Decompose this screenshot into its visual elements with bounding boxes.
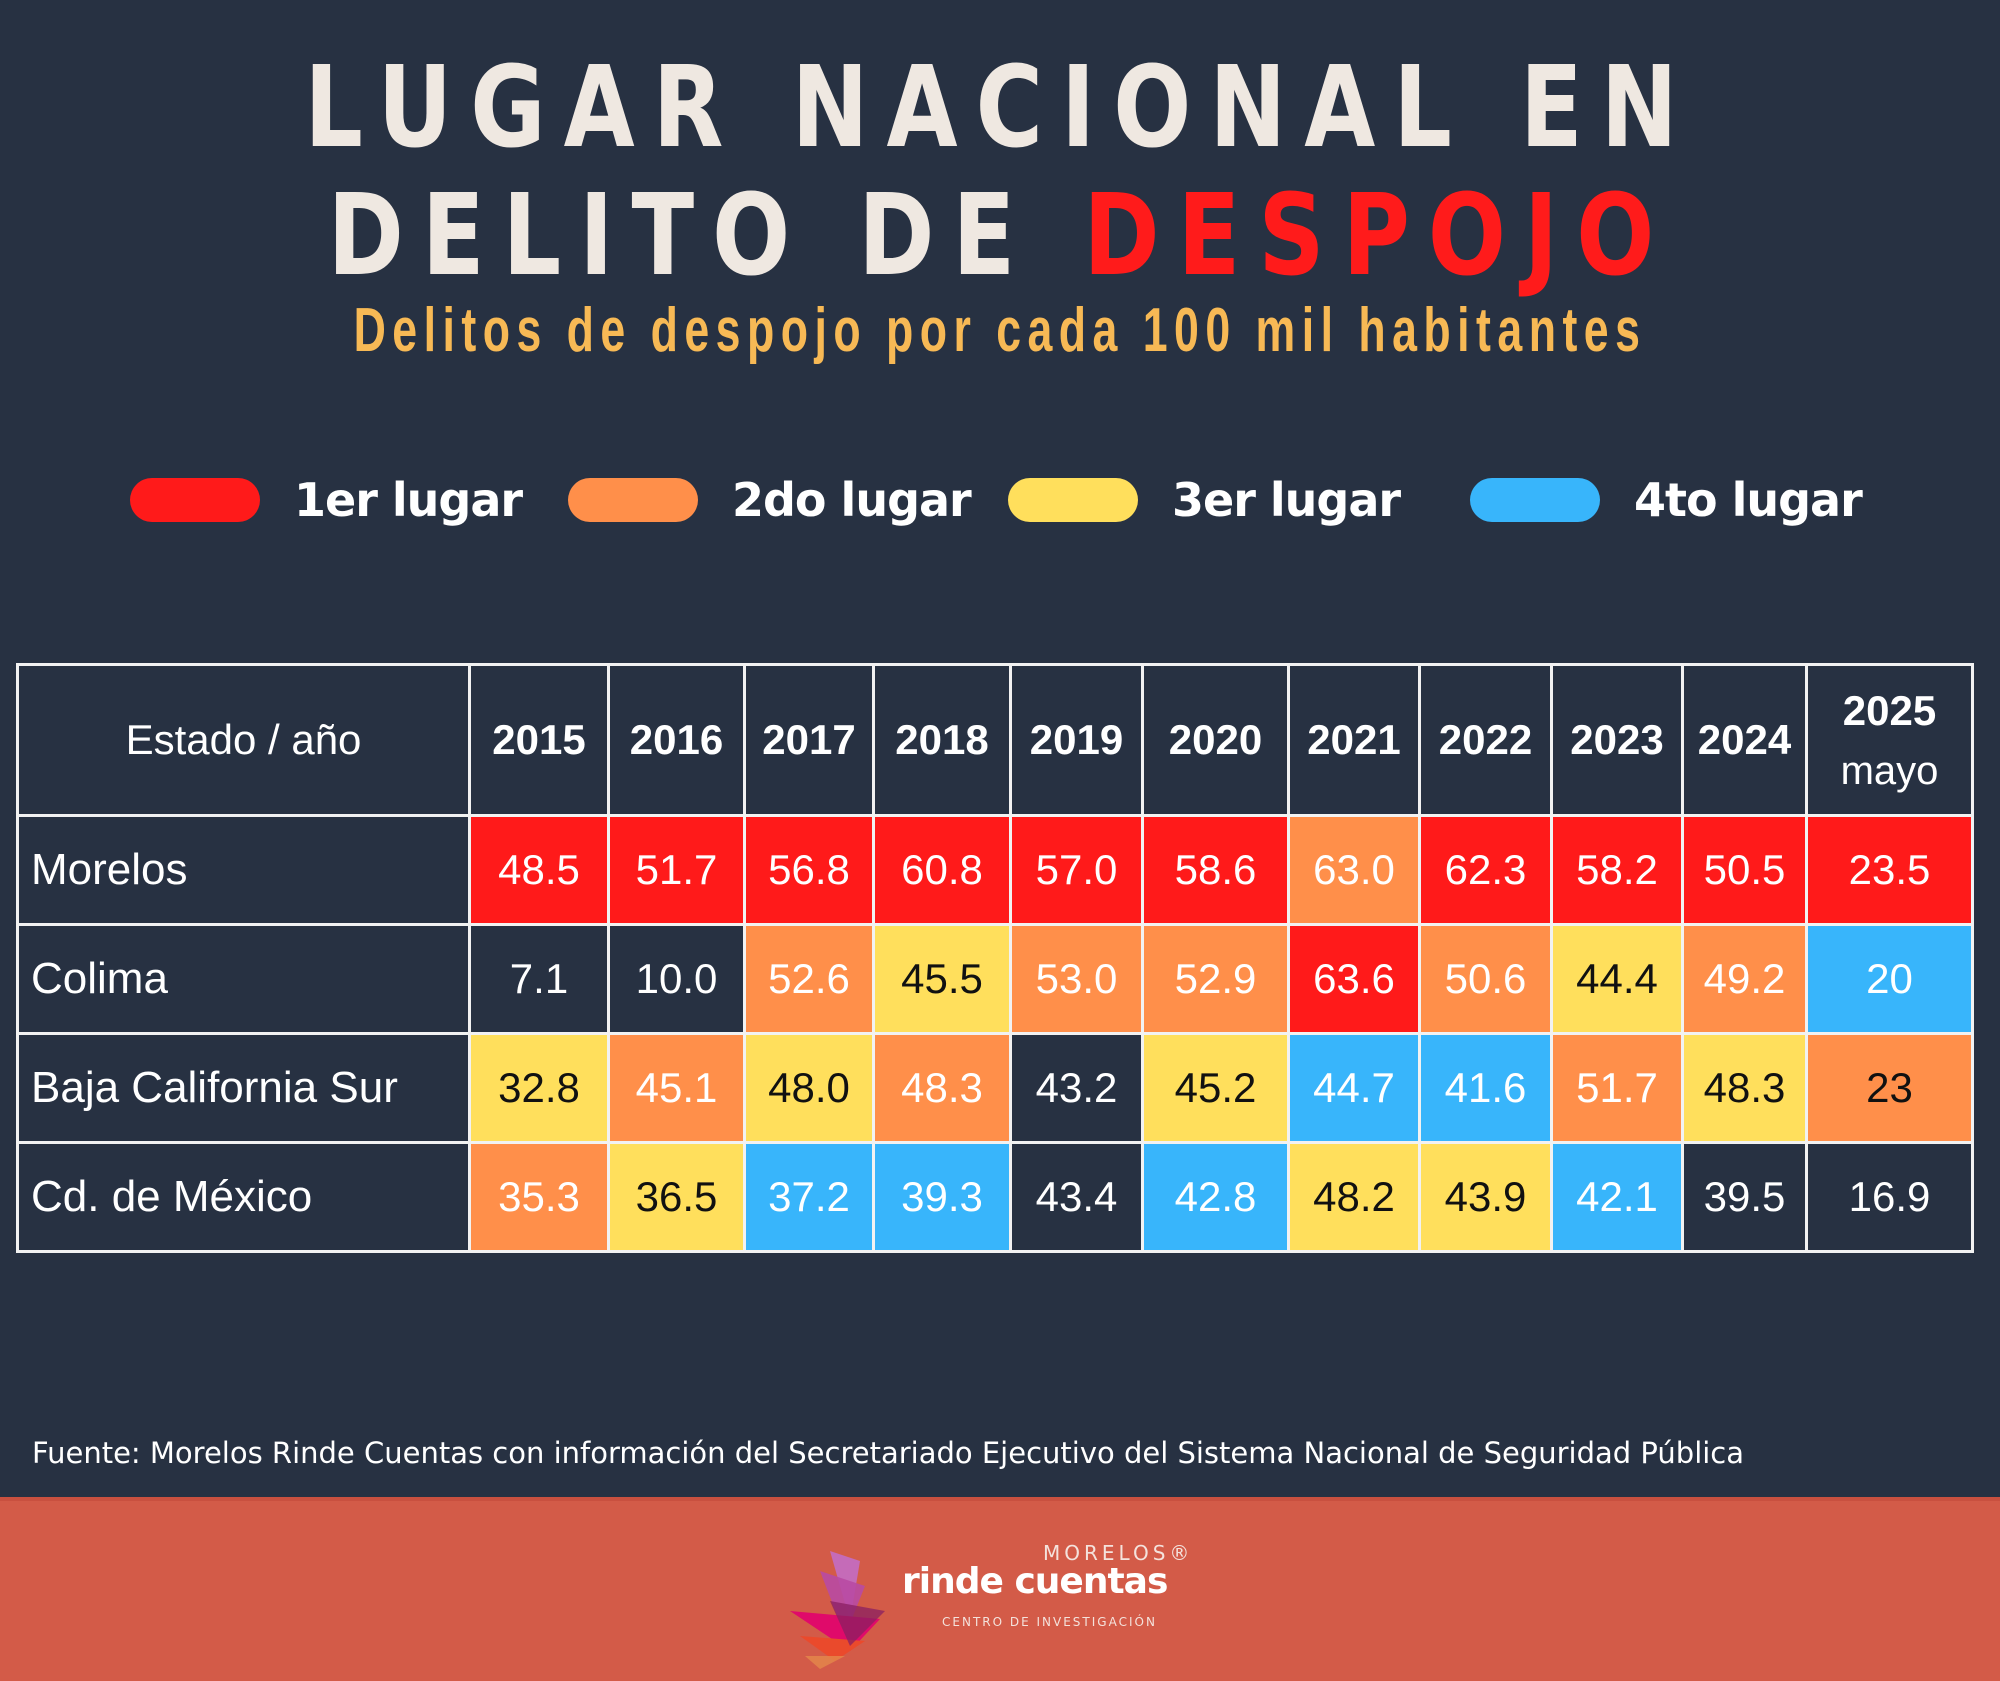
value-cell-rank-3: 45.2 <box>1141 1032 1290 1144</box>
legend-item-2: 2do lugar <box>568 470 972 530</box>
value-cell-rank-2: 49.2 <box>1681 923 1808 1035</box>
value-cell-rank-1: 48.5 <box>468 814 610 926</box>
value-cell-rank-3: 48.3 <box>1681 1032 1808 1144</box>
state-name: Colima <box>16 923 471 1035</box>
title-line-2: DELITO DE DESPOJO <box>180 180 1820 292</box>
legend-item-3: 3er lugar <box>1008 470 1401 530</box>
table-row: Morelos 48.5 51.7 56.8 60.8 57.0 58.6 63.0 62.3 5… <box>16 814 1974 926</box>
value-cell-rank-4: 44.7 <box>1287 1032 1421 1144</box>
table-row: Colima 7.1 10.0 52.6 45.5 53.0 52.9 63.6 50.6 44.… <box>16 923 1974 1035</box>
value-cell-rank-4: 20 <box>1805 923 1974 1035</box>
value-cell-rank-0: 43.2 <box>1009 1032 1144 1144</box>
legend-label: 2do lugar <box>732 473 972 527</box>
value-cell-rank-4: 37.2 <box>743 1141 875 1253</box>
header-year-note: mayo <box>1840 748 1939 793</box>
value-cell-rank-1: 50.5 <box>1681 814 1808 926</box>
value-cell-rank-2: 51.7 <box>1550 1032 1684 1144</box>
table-body: Morelos 48.5 51.7 56.8 60.8 57.0 58.6 63.0 62.3 5… <box>16 814 1974 1253</box>
legend: 1er lugar 2do lugar 3er lugar 4to lugar <box>0 470 2000 530</box>
header-year: 2023 <box>1550 663 1684 817</box>
legend-swatch-first <box>130 478 260 522</box>
value-cell-rank-1: 58.2 <box>1550 814 1684 926</box>
header-year: 2019 <box>1009 663 1144 817</box>
state-name: Baja California Sur <box>16 1032 471 1144</box>
table-row: Cd. de México 35.3 36.5 37.2 39.3 43.4 42.8 48.… <box>16 1141 1974 1253</box>
legend-label: 3er lugar <box>1172 473 1401 527</box>
header-year: 2021 <box>1287 663 1421 817</box>
value-cell-rank-3: 43.9 <box>1418 1141 1553 1253</box>
value-cell-rank-4: 42.8 <box>1141 1141 1290 1253</box>
value-cell-rank-0: 43.4 <box>1009 1141 1144 1253</box>
value-cell-rank-0: 10.0 <box>607 923 746 1035</box>
logo-name: rinde cuentas <box>902 1561 1168 1602</box>
value-cell-rank-1: 58.6 <box>1141 814 1290 926</box>
title-prefix: DELITO DE <box>327 171 1084 301</box>
value-cell-rank-2: 52.9 <box>1141 923 1290 1035</box>
header-year: 2024 <box>1681 663 1808 817</box>
value-cell-rank-1: 23.5 <box>1805 814 1974 926</box>
legend-swatch-fourth <box>1470 478 1600 522</box>
header-year: 2018 <box>872 663 1012 817</box>
value-cell-rank-1: 62.3 <box>1418 814 1553 926</box>
legend-item-4: 4to lugar <box>1470 470 1863 530</box>
value-cell-rank-1: 56.8 <box>743 814 875 926</box>
value-cell-rank-3: 45.5 <box>872 923 1012 1035</box>
value-cell-rank-4: 39.3 <box>872 1141 1012 1253</box>
logo-tagline: CENTRO DE INVESTIGACIÓN <box>942 1615 1157 1629</box>
value-cell-rank-1: 51.7 <box>607 814 746 926</box>
value-cell-rank-3: 32.8 <box>468 1032 610 1144</box>
value-cell-rank-4: 42.1 <box>1550 1141 1684 1253</box>
header-year: 2015 <box>468 663 610 817</box>
value-cell-rank-2: 23 <box>1805 1032 1974 1144</box>
header-year-label: 2025 <box>1842 686 1937 734</box>
header-year: 2022 <box>1418 663 1553 817</box>
title-line-1: LUGAR NACIONAL EN <box>304 43 1696 173</box>
value-cell-rank-2: 35.3 <box>468 1141 610 1253</box>
value-cell-rank-2: 45.1 <box>607 1032 746 1144</box>
logo: MORELOS® rinde cuentas CENTRO DE INVESTI… <box>790 1541 1210 1671</box>
ranking-table: Estado / año 2015 2016 2017 2018 2019 20… <box>16 663 1974 1253</box>
value-cell-rank-3: 48.2 <box>1287 1141 1421 1253</box>
value-cell-rank-3: 44.4 <box>1550 923 1684 1035</box>
value-cell-rank-1: 63.6 <box>1287 923 1421 1035</box>
header-state-year: Estado / año <box>16 663 471 817</box>
logo-morelos: MORELOS® <box>1043 1541 1194 1565</box>
header-year: 2020 <box>1141 663 1290 817</box>
value-cell-rank-2: 63.0 <box>1287 814 1421 926</box>
state-name: Morelos <box>16 814 471 926</box>
footer-band: MORELOS® rinde cuentas CENTRO DE INVESTI… <box>0 1497 2000 1681</box>
value-cell-rank-1: 57.0 <box>1009 814 1144 926</box>
value-cell-rank-3: 36.5 <box>607 1141 746 1253</box>
source-note: Fuente: Morelos Rinde Cuentas con inform… <box>32 1436 1745 1470</box>
header-year: 2016 <box>607 663 746 817</box>
value-cell-rank-2: 53.0 <box>1009 923 1144 1035</box>
value-cell-rank-0: 16.9 <box>1805 1141 1974 1253</box>
table-row: Baja California Sur 32.8 45.1 48.0 48.3 43.2 4… <box>16 1032 1974 1144</box>
subtitle: Delitos de despojo por cada 100 mil habi… <box>353 296 1647 365</box>
value-cell-rank-2: 50.6 <box>1418 923 1553 1035</box>
header-year: 2017 <box>743 663 875 817</box>
value-cell-rank-3: 48.0 <box>743 1032 875 1144</box>
state-name: Cd. de México <box>16 1141 471 1253</box>
header-year-2025: 2025 mayo <box>1805 663 1974 817</box>
value-cell-rank-2: 48.3 <box>872 1032 1012 1144</box>
logo-wing-icon <box>790 1551 885 1669</box>
table-header-row: Estado / año 2015 2016 2017 2018 2019 20… <box>16 663 1974 817</box>
legend-item-1: 1er lugar <box>130 470 523 530</box>
legend-label: 4to lugar <box>1634 473 1863 527</box>
title-highlight: DESPOJO <box>1083 171 1673 301</box>
value-cell-rank-0: 7.1 <box>468 923 610 1035</box>
value-cell-rank-4: 41.6 <box>1418 1032 1553 1144</box>
legend-label: 1er lugar <box>294 473 523 527</box>
legend-swatch-third <box>1008 478 1138 522</box>
legend-swatch-second <box>568 478 698 522</box>
value-cell-rank-1: 60.8 <box>872 814 1012 926</box>
value-cell-rank-2: 52.6 <box>743 923 875 1035</box>
value-cell-rank-0: 39.5 <box>1681 1141 1808 1253</box>
